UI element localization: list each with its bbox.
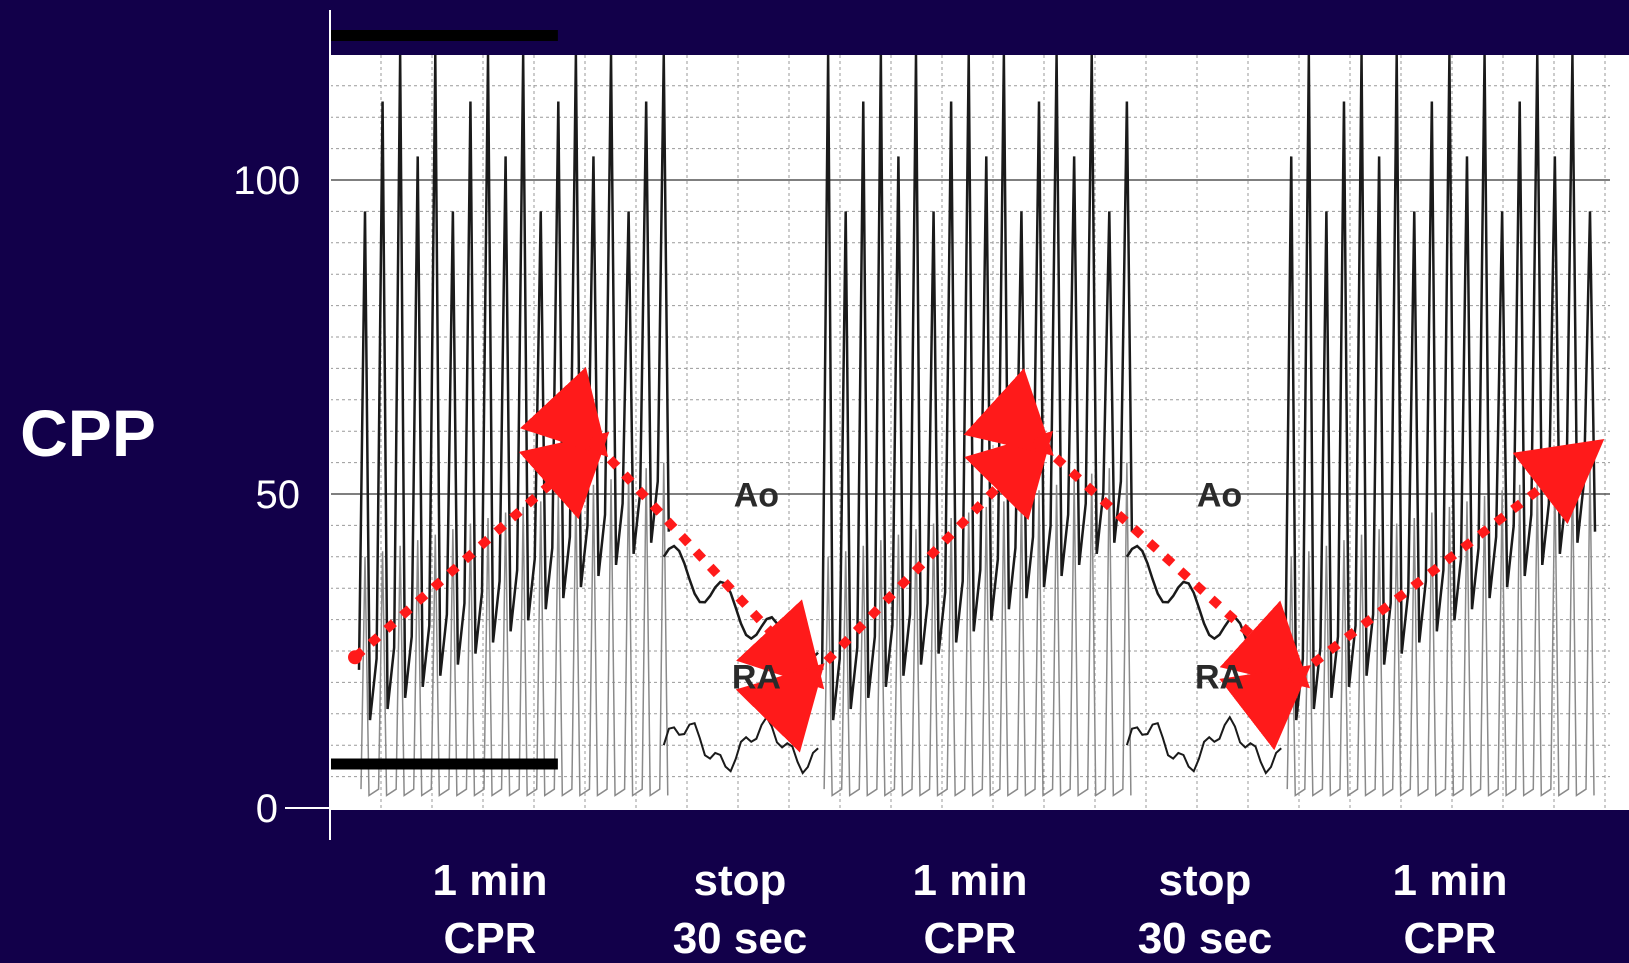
phase-label-line1: 1 min <box>913 856 1028 905</box>
cpp-trend-point <box>348 650 362 665</box>
y-tick-labels: 0 50 100 <box>233 159 300 831</box>
phase-label-line1: 1 min <box>1393 856 1508 905</box>
phase-label-line2: CPR <box>924 914 1017 963</box>
phase-label-line1: 1 min <box>433 856 548 905</box>
reference-bars <box>330 30 558 770</box>
y-tick-label: 0 <box>256 787 278 831</box>
y-tick-label: 50 <box>256 473 301 517</box>
right-atrial-pressure-trace <box>823 462 1132 797</box>
phase-label-line2: CPR <box>1404 914 1497 963</box>
right-atrial-pressure-trace <box>1286 462 1595 797</box>
phase-label: 1 min CPR <box>433 856 548 963</box>
cpp-trend-arrows <box>348 366 1605 753</box>
phase-label: 1 min CPR <box>913 856 1028 963</box>
trace-labels: Ao RA Ao RA <box>732 477 1244 697</box>
trace-label: Ao <box>1197 477 1242 515</box>
cpp-trend-point <box>1289 669 1304 684</box>
phase-label: stop 30 sec <box>1138 856 1273 963</box>
phase-labels: 1 min CPR stop 30 sec 1 min CPR stop 30 sec 1 mi… <box>433 856 1508 963</box>
phase-label-line2: CPR <box>444 914 537 963</box>
cpp-trend-arrow <box>963 368 1311 689</box>
trace-label: RA <box>1195 659 1244 697</box>
phase-label-line1: stop <box>1159 856 1252 905</box>
right-atrial-pressure-trace <box>360 462 669 797</box>
y-tick-label: 100 <box>233 159 300 203</box>
cpp-trend-point <box>588 436 603 451</box>
trace-label: RA <box>732 659 781 697</box>
phase-label: stop 30 sec <box>673 856 808 963</box>
y-axis-title: CPP <box>20 396 156 470</box>
phase-label: 1 min CPR <box>1393 856 1508 963</box>
phase-label-line1: stop <box>694 856 787 905</box>
phase-label-line2: 30 sec <box>673 914 808 963</box>
phase-label-line2: 30 sec <box>1138 914 1273 963</box>
cpp-trend-point <box>804 669 819 684</box>
cpp-trend-point <box>1033 436 1048 451</box>
trace-label: Ao <box>734 477 779 515</box>
y-axis <box>285 10 331 840</box>
